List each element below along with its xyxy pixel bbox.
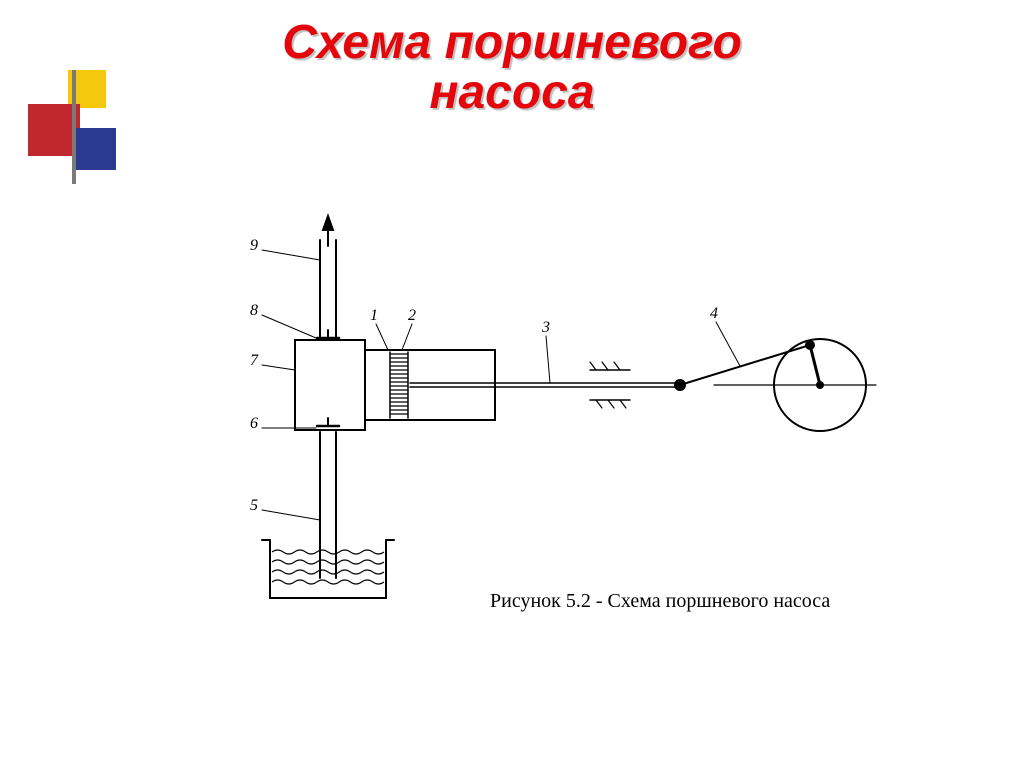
diagram-label-2: 2 [408,307,416,324]
diagram-label-7: 7 [250,352,259,369]
piston-pump-diagram: 1 2 3 4 5 6 7 8 9 [120,200,920,630]
slide-title: Схема поршневогонасоса [0,18,1024,119]
diagram-label-9: 9 [250,237,258,254]
diagram-label-1: 1 [370,307,378,324]
diagram-label-8: 8 [250,302,258,319]
caption-text: Рисунок 5.2 - Схема поршневого насоса [490,590,830,612]
title-text: Схема поршневогонасоса [282,16,742,119]
diagram-label-4: 4 [710,305,718,322]
diagram-label-6: 6 [250,415,258,432]
diagram-label-5: 5 [250,497,258,514]
diagram-label-3: 3 [541,319,550,336]
figure-caption: Рисунок 5.2 - Схема поршневого насоса [490,590,830,613]
